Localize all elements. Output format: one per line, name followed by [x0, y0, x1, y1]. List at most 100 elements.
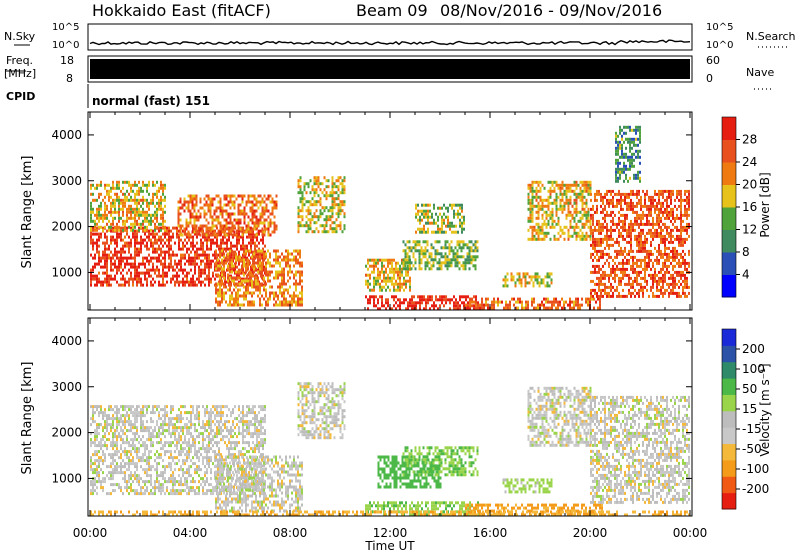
- radar-cell: [185, 233, 188, 237]
- radar-cell: [341, 182, 344, 186]
- radar-cell: [118, 268, 120, 272]
- radar-cell: [475, 298, 477, 302]
- radar-cell: [626, 201, 628, 205]
- radar-cell: [134, 195, 136, 199]
- radar-cell: [134, 232, 136, 236]
- radar-cell: [142, 207, 144, 211]
- radar-cell: [464, 267, 467, 271]
- radar-cell: [569, 195, 572, 199]
- radar-cell: [397, 288, 399, 292]
- radar-cell: [630, 207, 632, 211]
- radar-cell: [233, 297, 235, 301]
- radar-cell: [606, 213, 608, 217]
- radar-cell: [563, 189, 566, 193]
- radar-cell: [658, 279, 660, 283]
- radar-cell: [377, 258, 379, 262]
- radar-cell: [598, 255, 600, 259]
- radar-cell: [549, 300, 551, 304]
- radar-cell: [241, 209, 244, 213]
- radar-cell: [633, 143, 635, 147]
- radar-cell: [658, 189, 660, 193]
- radar-cell: [265, 206, 268, 210]
- radar-cell: [401, 270, 403, 274]
- radar-cell: [234, 226, 236, 230]
- radar-cell: [402, 261, 405, 265]
- radar-cell: [170, 253, 172, 257]
- radar-cell: [241, 200, 244, 204]
- radar-cell: [245, 270, 247, 274]
- radar-cell: [399, 304, 401, 308]
- radar-cell: [450, 264, 453, 268]
- radar-cell: [126, 198, 128, 202]
- radar-cell: [235, 300, 237, 304]
- radar-cell: [210, 280, 212, 284]
- radar-cell: [367, 273, 369, 277]
- radar-cell: [263, 200, 266, 204]
- radar-cell: [160, 201, 162, 205]
- radar-cell: [426, 261, 429, 265]
- radar-cell: [98, 277, 100, 281]
- radar-cell: [96, 222, 98, 226]
- radar-cell: [201, 230, 204, 234]
- radar-cell: [592, 216, 594, 220]
- radar-cell: [220, 244, 222, 248]
- radar-cell: [437, 307, 439, 311]
- radar-cell: [337, 197, 340, 201]
- radar-cell: [213, 218, 216, 222]
- radar-cell: [140, 189, 142, 193]
- radar-cell: [606, 228, 608, 232]
- radar-cell: [176, 229, 178, 233]
- radar-cell: [263, 279, 265, 283]
- radar-cell: [547, 201, 550, 205]
- radar-cell: [640, 276, 642, 280]
- radar-cell: [247, 227, 250, 231]
- radar-cell: [684, 273, 686, 277]
- radar-cell: [472, 255, 475, 259]
- radar-cell: [162, 274, 164, 278]
- radar-cell: [263, 194, 266, 198]
- radar-cell: [583, 180, 586, 184]
- radar-cell: [229, 194, 232, 198]
- radar-cell: [120, 256, 122, 260]
- radar-cell: [243, 218, 246, 222]
- radar-cell: [395, 261, 397, 265]
- radar-cell: [686, 210, 688, 214]
- radar-cell: [94, 228, 96, 232]
- radar-cell: [666, 237, 668, 241]
- radar-cell: [243, 258, 245, 262]
- radar-cell: [243, 252, 245, 256]
- radar-cell: [184, 256, 186, 260]
- radar-cell: [395, 270, 397, 274]
- radar-cell: [688, 249, 690, 253]
- radar-cell: [96, 244, 98, 248]
- radar-cell: [172, 277, 174, 281]
- radar-cell: [142, 213, 144, 217]
- radar-cell: [638, 264, 640, 268]
- radar-cell: [275, 261, 277, 265]
- radar-cell: [670, 234, 672, 238]
- radar-cell: [434, 249, 437, 253]
- radar-cell: [257, 255, 259, 259]
- radar-cell: [678, 237, 680, 241]
- radar-cell: [238, 229, 240, 233]
- radar-cell: [301, 215, 304, 219]
- radar-cell: [629, 155, 631, 159]
- radar-cell: [414, 240, 417, 244]
- radar-cell: [600, 273, 602, 277]
- radar-cell: [267, 297, 269, 301]
- radar-cell: [648, 273, 650, 277]
- radar-cell: [455, 298, 457, 302]
- radar-cell: [152, 277, 154, 281]
- radar-cell: [533, 225, 536, 229]
- radar-cell: [617, 161, 619, 165]
- radar-cell: [126, 213, 128, 217]
- radar-cell: [654, 276, 656, 280]
- radar-cell: [198, 226, 200, 230]
- radar-cell: [179, 224, 182, 228]
- radar-cell: [194, 250, 196, 254]
- radar-cell: [156, 259, 158, 263]
- noise-tick-right-bottom: 10^0: [706, 40, 733, 51]
- radar-cell: [221, 294, 223, 298]
- radar-cell: [448, 249, 451, 253]
- radar-cell: [156, 268, 158, 272]
